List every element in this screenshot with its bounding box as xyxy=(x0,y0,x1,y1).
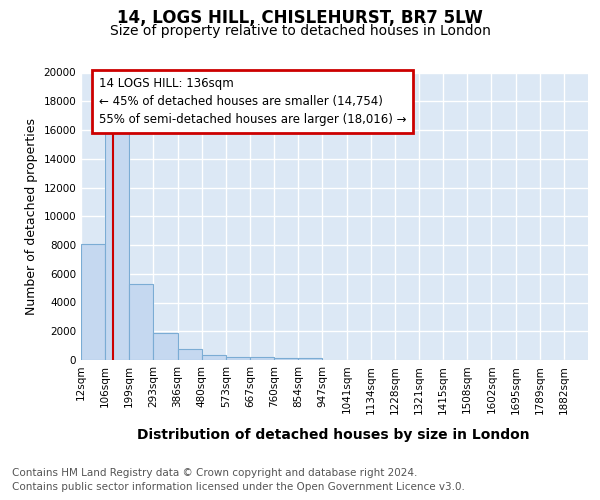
Y-axis label: Number of detached properties: Number of detached properties xyxy=(25,118,38,315)
Bar xyxy=(298,358,322,360)
Bar xyxy=(154,334,178,360)
Bar xyxy=(202,356,226,360)
Bar xyxy=(178,349,202,360)
Bar xyxy=(129,284,154,360)
Text: 14 LOGS HILL: 136sqm
← 45% of detached houses are smaller (14,754)
55% of semi-d: 14 LOGS HILL: 136sqm ← 45% of detached h… xyxy=(99,77,406,126)
Text: Distribution of detached houses by size in London: Distribution of detached houses by size … xyxy=(137,428,529,442)
Text: Contains HM Land Registry data © Crown copyright and database right 2024.: Contains HM Land Registry data © Crown c… xyxy=(12,468,418,477)
Bar xyxy=(81,244,105,360)
Bar xyxy=(226,356,250,360)
Bar xyxy=(250,357,274,360)
Text: Contains public sector information licensed under the Open Government Licence v3: Contains public sector information licen… xyxy=(12,482,465,492)
Bar xyxy=(274,358,298,360)
Bar xyxy=(105,123,129,360)
Text: 14, LOGS HILL, CHISLEHURST, BR7 5LW: 14, LOGS HILL, CHISLEHURST, BR7 5LW xyxy=(117,8,483,26)
Text: Size of property relative to detached houses in London: Size of property relative to detached ho… xyxy=(110,24,490,38)
